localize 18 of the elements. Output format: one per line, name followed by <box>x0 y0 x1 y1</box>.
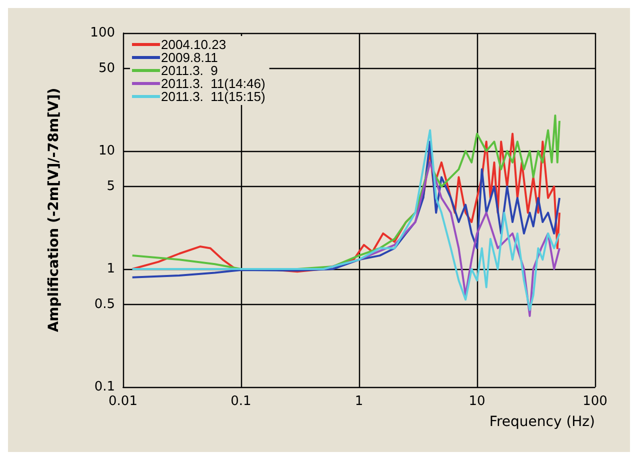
y-tick-label: 10 <box>98 144 115 158</box>
y-tick-label: 1 <box>106 262 115 276</box>
y-tick-label: 0.5 <box>94 297 115 312</box>
legend-label: 2011.3. 9 <box>161 63 218 78</box>
legend-label: 2009.8.11 <box>161 50 218 65</box>
y-tick-label: 50 <box>98 61 115 76</box>
x-tick-label: 100 <box>582 394 608 409</box>
legend-label: 2011.3. 11(14:46) <box>161 76 266 91</box>
y-tick-label: 0.1 <box>94 380 115 394</box>
x-tick-label: 10 <box>468 394 486 409</box>
x-axis-title: Frequency (Hz) <box>489 414 595 430</box>
y-tick-label: 100 <box>90 26 115 40</box>
y-tick-label: 5 <box>106 179 115 194</box>
legend-label: 2004.10.23 <box>161 37 226 52</box>
y-axis-title: Amplification (-2m[V]/-78m[V]) <box>46 88 62 332</box>
x-tick-label: 1 <box>354 394 364 409</box>
x-tick-label: 0.1 <box>230 394 252 409</box>
x-tick-label: 0.01 <box>108 394 138 409</box>
